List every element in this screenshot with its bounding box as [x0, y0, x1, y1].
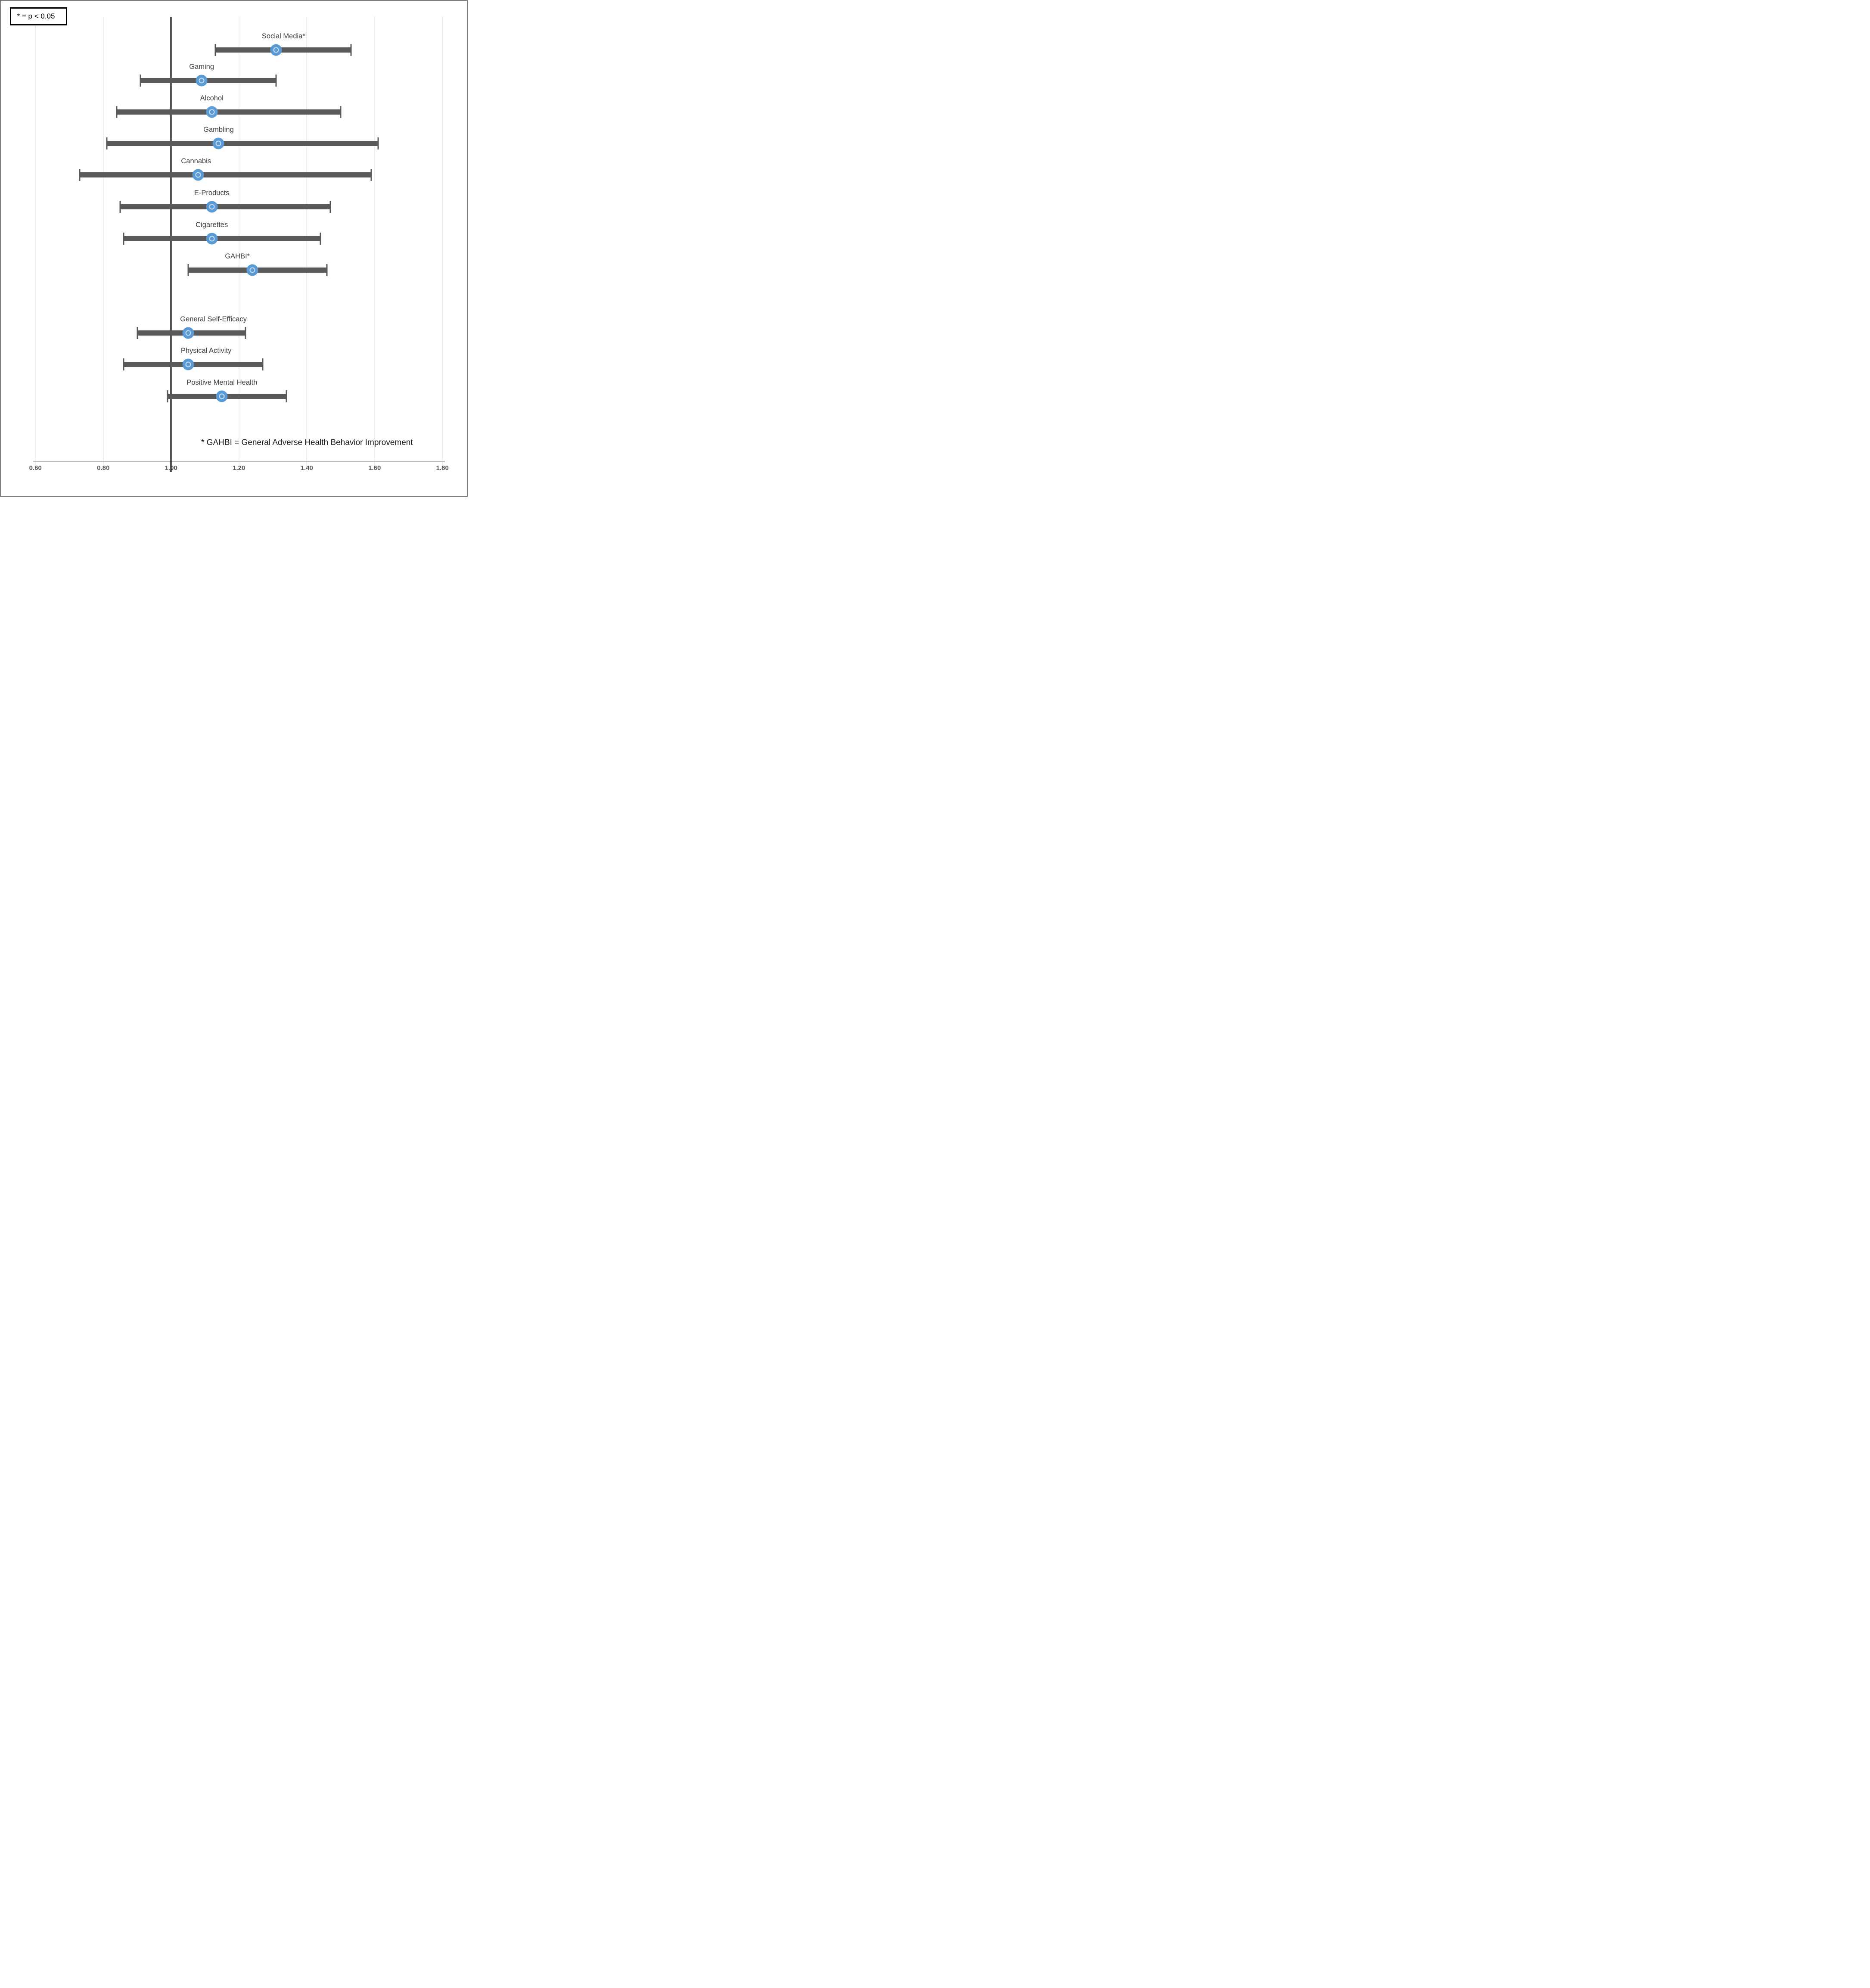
marker-ring-icon — [249, 267, 255, 273]
x-axis-tick-label: 1.20 — [233, 464, 245, 472]
x-axis-line — [33, 461, 445, 463]
forest-row: GAHBI* — [35, 1, 442, 496]
reference-line — [170, 16, 172, 472]
forest-row: Alcohol — [35, 1, 442, 496]
marker-ring-icon — [195, 172, 201, 178]
marker-ring-icon — [273, 47, 279, 53]
category-label: Alcohol — [200, 94, 224, 103]
marker-ring-icon — [199, 78, 205, 84]
ci-line — [120, 204, 331, 209]
ci-cap-right — [286, 390, 287, 403]
category-label: Positive Mental Health — [186, 379, 258, 387]
forest-plot-figure: * = p < 0.05 0.600.801.001.201.401.601.8… — [0, 0, 468, 497]
ci-line — [215, 47, 351, 53]
ci-cap-right — [340, 106, 342, 118]
marker-ring-icon — [209, 236, 215, 242]
forest-row: Cigarettes — [35, 1, 442, 496]
x-axis-tick-label: 1.80 — [436, 464, 449, 472]
significance-legend-box: * = p < 0.05 — [9, 7, 68, 25]
marker-ring-icon — [185, 330, 191, 336]
point-marker — [246, 264, 258, 276]
ci-cap-right — [370, 168, 372, 181]
significance-legend-text: * = p < 0.05 — [17, 12, 55, 20]
point-marker — [212, 137, 224, 149]
x-axis-tick-label: 1.60 — [368, 464, 381, 472]
marker-ring-icon — [209, 204, 215, 210]
point-marker — [192, 169, 204, 181]
category-label: Physical Activity — [180, 347, 232, 355]
gridline — [35, 16, 36, 471]
ci-cap-right — [262, 358, 264, 371]
category-label: General Self-Efficacy — [180, 315, 247, 324]
category-label: E-Products — [194, 189, 230, 197]
x-axis-tick-label: 0.80 — [97, 464, 110, 472]
ci-cap-left — [119, 200, 121, 213]
category-label: Gambling — [203, 126, 234, 134]
ci-cap-right — [329, 200, 331, 213]
marker-ring-icon — [219, 393, 225, 399]
point-marker — [196, 75, 208, 87]
forest-row: Social Media* — [35, 1, 442, 496]
ci-cap-right — [245, 327, 246, 339]
gridline — [374, 16, 375, 471]
gridline — [442, 16, 443, 471]
forest-row: Physical Activity — [35, 1, 442, 496]
ci-cap-left — [106, 137, 108, 150]
point-marker — [216, 390, 228, 402]
ci-cap-left — [123, 358, 124, 371]
marker-ring-icon — [209, 109, 215, 115]
forest-row: E-Products — [35, 1, 442, 496]
ci-cap-left — [116, 106, 118, 118]
ci-cap-left — [123, 233, 124, 245]
gahbi-footnote: * GAHBI = General Adverse Health Behavio… — [201, 438, 413, 448]
category-label: Cannabis — [181, 157, 211, 165]
x-axis-tick-label: 1.40 — [300, 464, 313, 472]
ci-cap-left — [214, 44, 216, 56]
ci-line — [117, 109, 341, 115]
ci-cap-left — [79, 168, 81, 181]
forest-row: Cannabis — [35, 1, 442, 496]
ci-cap-left — [167, 390, 168, 403]
ci-cap-left — [140, 75, 141, 87]
forest-row: General Self-Efficacy — [35, 1, 442, 496]
ci-line — [106, 141, 378, 146]
ci-cap-right — [326, 264, 328, 276]
ci-line — [140, 78, 276, 84]
ci-cap-right — [275, 75, 277, 87]
ci-cap-left — [187, 264, 189, 276]
ci-cap-right — [377, 137, 379, 150]
forest-row: Gambling — [35, 1, 442, 496]
category-label: GAHBI* — [225, 252, 250, 260]
ci-cap-right — [320, 233, 321, 245]
category-label: Cigarettes — [196, 221, 228, 229]
forest-row: Positive Mental Health — [35, 1, 442, 496]
category-label: Social Media* — [261, 32, 305, 40]
point-marker — [182, 327, 194, 339]
point-marker — [206, 201, 218, 213]
ci-line — [124, 236, 320, 241]
marker-ring-icon — [215, 140, 221, 146]
category-label: Gaming — [189, 63, 214, 71]
point-marker — [206, 106, 218, 118]
forest-row: Gaming — [35, 1, 442, 496]
marker-ring-icon — [185, 361, 191, 367]
point-marker — [270, 44, 282, 56]
x-axis-tick-label: 0.60 — [29, 464, 42, 472]
ci-line — [79, 172, 371, 177]
ci-cap-right — [350, 44, 352, 56]
ci-cap-left — [137, 327, 138, 339]
point-marker — [206, 233, 218, 245]
point-marker — [182, 358, 194, 370]
